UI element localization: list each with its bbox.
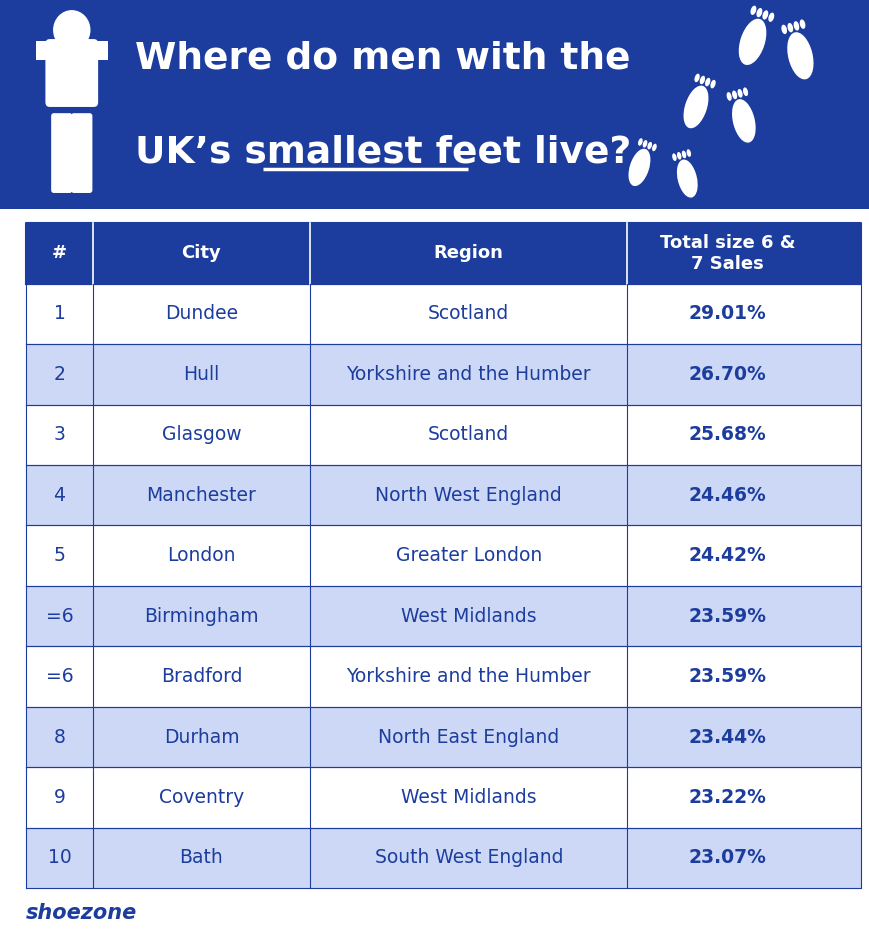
Text: 23.22%: 23.22%: [688, 788, 766, 807]
Bar: [26, 223, 860, 284]
Text: London: London: [167, 546, 235, 565]
Bar: [26, 284, 860, 344]
Text: =6: =6: [46, 667, 73, 686]
Bar: [26, 525, 860, 586]
Text: Bath: Bath: [179, 848, 223, 868]
Ellipse shape: [737, 89, 742, 98]
Ellipse shape: [637, 139, 642, 146]
Text: Glasgow: Glasgow: [162, 425, 241, 445]
Text: =6: =6: [46, 606, 73, 626]
Text: 23.07%: 23.07%: [688, 848, 766, 868]
Text: 24.46%: 24.46%: [688, 485, 766, 505]
Bar: [26, 828, 860, 888]
Text: UK’s smallest feet live?: UK’s smallest feet live?: [135, 135, 630, 171]
Ellipse shape: [731, 100, 755, 142]
Text: Greater London: Greater London: [395, 546, 541, 565]
Text: Manchester: Manchester: [146, 485, 256, 505]
Text: South West England: South West England: [374, 848, 562, 868]
Ellipse shape: [681, 151, 686, 158]
Ellipse shape: [742, 87, 747, 96]
Ellipse shape: [627, 149, 650, 186]
Ellipse shape: [750, 6, 755, 15]
Text: Yorkshire and the Humber: Yorkshire and the Humber: [346, 365, 590, 384]
Text: North East England: North East England: [378, 727, 559, 747]
Text: Dundee: Dundee: [165, 304, 238, 324]
Bar: [36, 41, 50, 60]
Text: Scotland: Scotland: [428, 425, 508, 445]
Text: City: City: [182, 245, 221, 262]
Ellipse shape: [676, 160, 697, 197]
Bar: [26, 405, 860, 465]
Ellipse shape: [710, 80, 715, 88]
Ellipse shape: [683, 86, 707, 128]
Ellipse shape: [786, 23, 793, 33]
Text: North West England: North West England: [375, 485, 561, 505]
Text: shoezone: shoezone: [26, 903, 137, 923]
Text: Durham: Durham: [163, 727, 239, 747]
Ellipse shape: [761, 10, 767, 20]
Text: Yorkshire and the Humber: Yorkshire and the Humber: [346, 667, 590, 686]
Bar: [26, 646, 860, 707]
Ellipse shape: [780, 25, 786, 34]
Text: 2: 2: [54, 365, 65, 384]
Ellipse shape: [793, 21, 799, 31]
Text: Region: Region: [434, 245, 503, 262]
Text: 23.59%: 23.59%: [688, 606, 766, 626]
Bar: [26, 707, 860, 767]
Text: 1: 1: [54, 304, 65, 324]
Ellipse shape: [686, 149, 690, 157]
Bar: [26, 344, 860, 405]
Circle shape: [54, 11, 90, 49]
Text: 24.42%: 24.42%: [688, 546, 766, 565]
Text: 26.70%: 26.70%: [688, 365, 766, 384]
Text: 9: 9: [54, 788, 65, 807]
Ellipse shape: [642, 140, 647, 148]
Ellipse shape: [693, 73, 699, 82]
Ellipse shape: [799, 20, 805, 29]
Text: 25.68%: 25.68%: [688, 425, 766, 445]
Bar: [0, 0, 869, 209]
Text: 8: 8: [54, 727, 65, 747]
Text: 3: 3: [54, 425, 65, 445]
Text: #: #: [52, 245, 67, 262]
Text: Hull: Hull: [183, 365, 219, 384]
Ellipse shape: [755, 8, 761, 18]
Text: Total size 6 &
7 Sales: Total size 6 & 7 Sales: [660, 234, 794, 272]
Ellipse shape: [731, 90, 736, 100]
Ellipse shape: [738, 19, 766, 65]
FancyBboxPatch shape: [45, 39, 98, 107]
Bar: [26, 465, 860, 525]
Text: Birmingham: Birmingham: [144, 606, 258, 626]
Ellipse shape: [786, 33, 813, 79]
Text: Bradford: Bradford: [161, 667, 242, 686]
Bar: [26, 767, 860, 828]
Text: 10: 10: [48, 848, 71, 868]
Ellipse shape: [672, 153, 676, 161]
Ellipse shape: [699, 75, 704, 85]
Ellipse shape: [726, 92, 731, 100]
Text: West Midlands: West Midlands: [401, 606, 536, 626]
Text: 23.44%: 23.44%: [688, 727, 766, 747]
Text: 4: 4: [54, 485, 65, 505]
Text: 5: 5: [54, 546, 65, 565]
Ellipse shape: [676, 152, 680, 160]
FancyBboxPatch shape: [51, 113, 72, 193]
Ellipse shape: [647, 142, 651, 150]
Text: 29.01%: 29.01%: [688, 304, 766, 324]
Bar: [26, 586, 860, 646]
Ellipse shape: [651, 144, 656, 152]
Text: West Midlands: West Midlands: [401, 788, 536, 807]
Ellipse shape: [704, 78, 710, 86]
Text: Scotland: Scotland: [428, 304, 508, 324]
Text: Coventry: Coventry: [159, 788, 244, 807]
Ellipse shape: [767, 13, 773, 22]
Text: 23.59%: 23.59%: [688, 667, 766, 686]
FancyBboxPatch shape: [71, 113, 92, 193]
Text: Where do men with the: Where do men with the: [135, 41, 630, 76]
Bar: [94, 41, 108, 60]
